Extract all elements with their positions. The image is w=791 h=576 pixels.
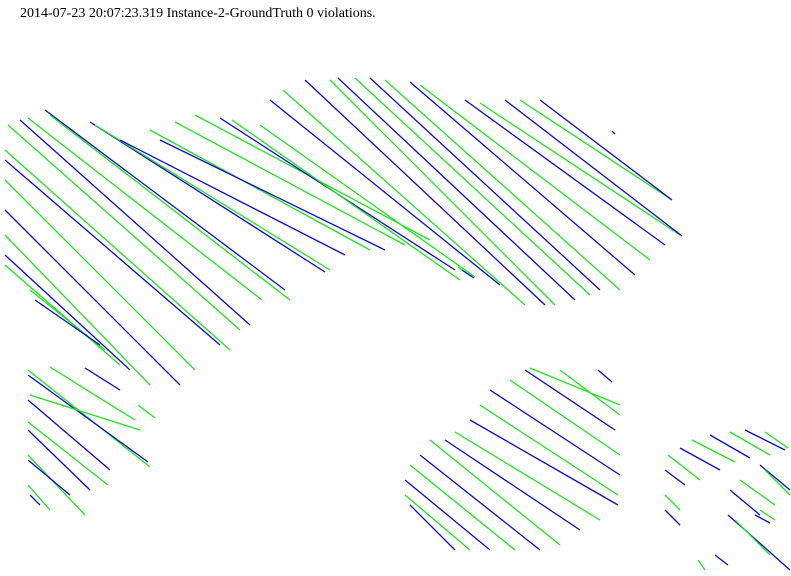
hatch-segment-a bbox=[329, 79, 556, 306]
hatch-segment-b bbox=[84, 367, 121, 391]
hatch-segment-d bbox=[729, 489, 761, 516]
hatch-segment-c bbox=[409, 464, 516, 551]
hatch-segment-c bbox=[454, 431, 601, 521]
hatch-segment-a bbox=[231, 119, 461, 281]
hatch-segment-d bbox=[664, 509, 681, 526]
hatch-segment-a bbox=[337, 77, 576, 301]
hatch-segment-d bbox=[691, 439, 736, 463]
hatch-segment-a bbox=[354, 77, 591, 296]
hatch-segment-d bbox=[664, 494, 681, 511]
hatch-segment-c bbox=[409, 504, 456, 551]
hatch-segment-a bbox=[149, 129, 371, 251]
hatch-fragment bbox=[611, 130, 616, 135]
hatch-segment-d bbox=[754, 514, 771, 524]
hatch-segment-d bbox=[727, 514, 791, 571]
hatch-segment-a bbox=[259, 124, 476, 278]
hatch-segment-d bbox=[764, 469, 791, 496]
hatch-segment-a bbox=[7, 124, 241, 331]
hatch-segment-b bbox=[27, 459, 71, 496]
hatch-segment-c bbox=[524, 369, 616, 431]
hatch-segment-d bbox=[729, 431, 771, 456]
hatch-segment-a bbox=[19, 119, 251, 326]
hatch-segment-a bbox=[539, 99, 673, 201]
hatch-segment-a bbox=[369, 77, 601, 291]
hatch-segment-b bbox=[27, 421, 109, 486]
hatch-segment-c bbox=[479, 404, 619, 496]
hatch-segment-d bbox=[709, 434, 751, 459]
hatch-segment-b bbox=[27, 374, 149, 463]
hatch-segment-b bbox=[27, 429, 91, 491]
hatch-segment-b bbox=[29, 394, 141, 431]
hatch-segment-c bbox=[404, 479, 491, 551]
hatch-segment-d bbox=[714, 554, 729, 566]
hatch-segment-d bbox=[759, 464, 791, 491]
hatch-segment-a bbox=[89, 121, 326, 273]
hatch-segment-a bbox=[479, 102, 681, 236]
hatch-fragment bbox=[461, 269, 475, 279]
hatch-segment-c bbox=[404, 494, 471, 551]
hatch-segment-a bbox=[34, 299, 101, 346]
hatch-segment-a bbox=[44, 109, 286, 291]
hatch-segment-d bbox=[744, 429, 786, 451]
hatch-segment-a bbox=[174, 121, 406, 246]
hatch-segment-d bbox=[759, 509, 776, 521]
hatch-segment-d bbox=[667, 454, 701, 481]
hatch-segment-d bbox=[734, 519, 771, 556]
hatch-segment-d bbox=[664, 469, 686, 486]
hatch-segment-c bbox=[469, 419, 619, 506]
hatch-segment-a bbox=[4, 159, 221, 346]
hatch-segment-d bbox=[764, 431, 789, 449]
hatch-segment-c bbox=[559, 369, 621, 416]
hatch-segment-a bbox=[119, 139, 346, 256]
hatch-segment-b bbox=[49, 366, 136, 421]
hatch-segment-a bbox=[464, 99, 666, 246]
hatch-segment-b bbox=[137, 404, 156, 419]
hatch-segment-a bbox=[4, 179, 196, 371]
hatch-segment-a bbox=[94, 124, 331, 271]
hatch-segment-b bbox=[27, 484, 51, 511]
hatch-segment-a bbox=[4, 264, 121, 366]
hatch-segment-a bbox=[282, 89, 526, 306]
hatch-segment-c bbox=[429, 439, 561, 546]
hatch-segment-c bbox=[509, 379, 621, 456]
hatch-segment-c bbox=[444, 439, 581, 531]
hatch-segment-d bbox=[679, 447, 721, 471]
hatch-segment-a bbox=[419, 84, 651, 261]
hatch-segment-a bbox=[269, 99, 501, 286]
hatch-segment-c bbox=[489, 389, 621, 476]
hatch-segment-d bbox=[697, 559, 706, 571]
hatch-segment-a bbox=[4, 254, 131, 371]
hatch-segment-a bbox=[504, 99, 683, 237]
hatch-segment-b bbox=[29, 494, 41, 506]
status-caption: 2014-07-23 20:07:23.319 Instance-2-Groun… bbox=[20, 6, 376, 21]
hatch-segment-a bbox=[409, 81, 636, 276]
hatch-segment-a bbox=[159, 139, 386, 251]
hatch-segment-c bbox=[529, 367, 621, 406]
hatch-segment-b bbox=[27, 399, 111, 471]
hatch-segment-c bbox=[597, 369, 613, 383]
hatch-segment-a bbox=[49, 114, 291, 301]
hatch-segment-d bbox=[739, 479, 776, 506]
hatch-segment-a bbox=[384, 79, 621, 291]
hatch-segment-c bbox=[419, 454, 541, 551]
hatch-segment-a bbox=[4, 149, 231, 351]
hatch-segment-a bbox=[519, 99, 673, 201]
hatch-segment-a bbox=[27, 117, 263, 301]
hatch-segment-a bbox=[4, 234, 151, 386]
hatch-segment-a bbox=[4, 209, 181, 386]
hatch-segment-b bbox=[27, 454, 86, 516]
hatch-segment-a bbox=[304, 79, 546, 306]
